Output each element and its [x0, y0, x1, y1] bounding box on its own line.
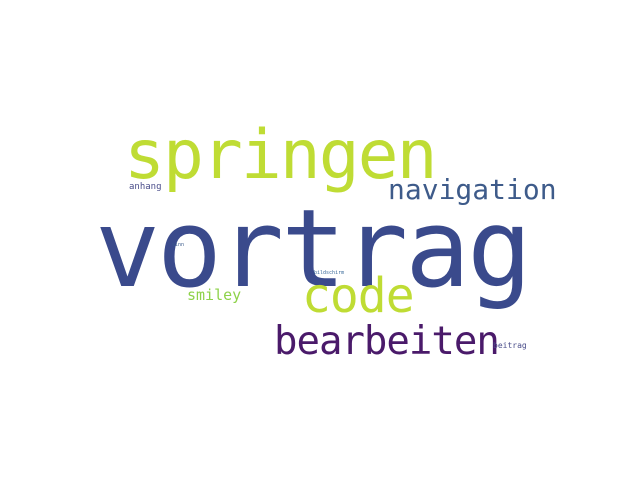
word-beitrag: beitrag [493, 341, 527, 350]
word-navigation: navigation [388, 173, 557, 206]
word-smiley: smiley [187, 286, 242, 304]
word-code: code [302, 268, 415, 324]
word-sinn: sinn [172, 242, 185, 248]
word-vortrag: vortrag [95, 187, 532, 312]
word-springen: springen [124, 116, 438, 195]
word-bildschirm: bildschirm [314, 270, 345, 276]
word-bearbeiten: bearbeiten [274, 319, 500, 364]
word-anhang: anhang [129, 182, 162, 192]
